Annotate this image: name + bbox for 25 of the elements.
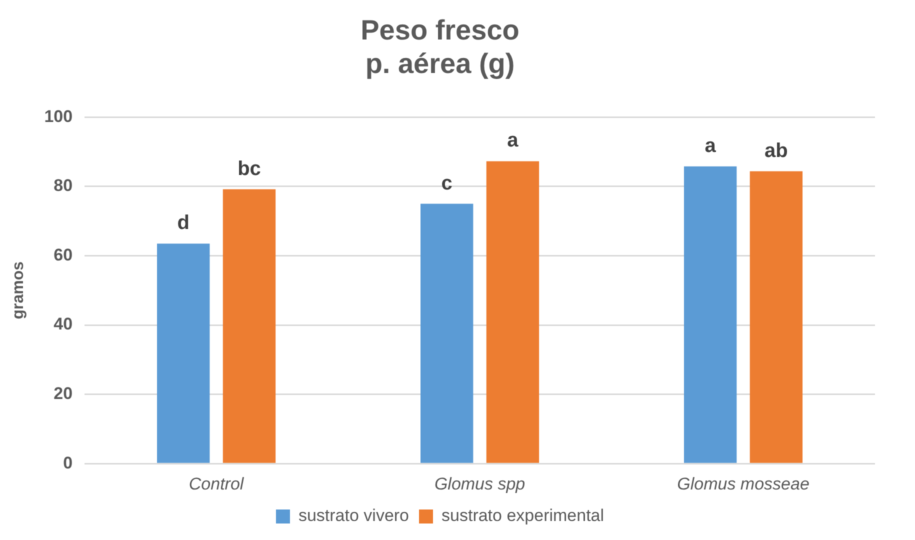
y-tick-label: 80 xyxy=(54,176,73,196)
y-tick-label: 100 xyxy=(44,106,73,126)
bar xyxy=(222,189,276,463)
y-tick-label: 60 xyxy=(54,245,73,264)
chart-title: Peso fresco p. aérea (g) xyxy=(360,14,520,80)
y-tick-label: 20 xyxy=(54,384,73,404)
data-label: d xyxy=(177,212,190,234)
data-label: a xyxy=(704,134,717,157)
data-label: ab xyxy=(764,140,788,162)
x-tick-label: Glomus spp xyxy=(434,474,526,494)
data-label: bc xyxy=(238,158,261,180)
data-label: c xyxy=(441,172,452,194)
bar xyxy=(750,171,803,463)
y-tick-label: 40 xyxy=(54,314,73,334)
legend-label: sustrato vivero xyxy=(298,506,410,526)
x-tick-label: Glomus mosseae xyxy=(677,474,810,494)
bar xyxy=(486,161,540,463)
y-tick-label: 0 xyxy=(63,453,73,472)
bar xyxy=(684,166,737,463)
data-label: a xyxy=(507,130,520,152)
bar xyxy=(157,244,210,463)
legend-label: sustrato experimental xyxy=(442,506,604,526)
x-tick-label: Control xyxy=(188,474,245,494)
bar xyxy=(420,204,474,463)
y-axis-title: gramos xyxy=(10,261,28,320)
